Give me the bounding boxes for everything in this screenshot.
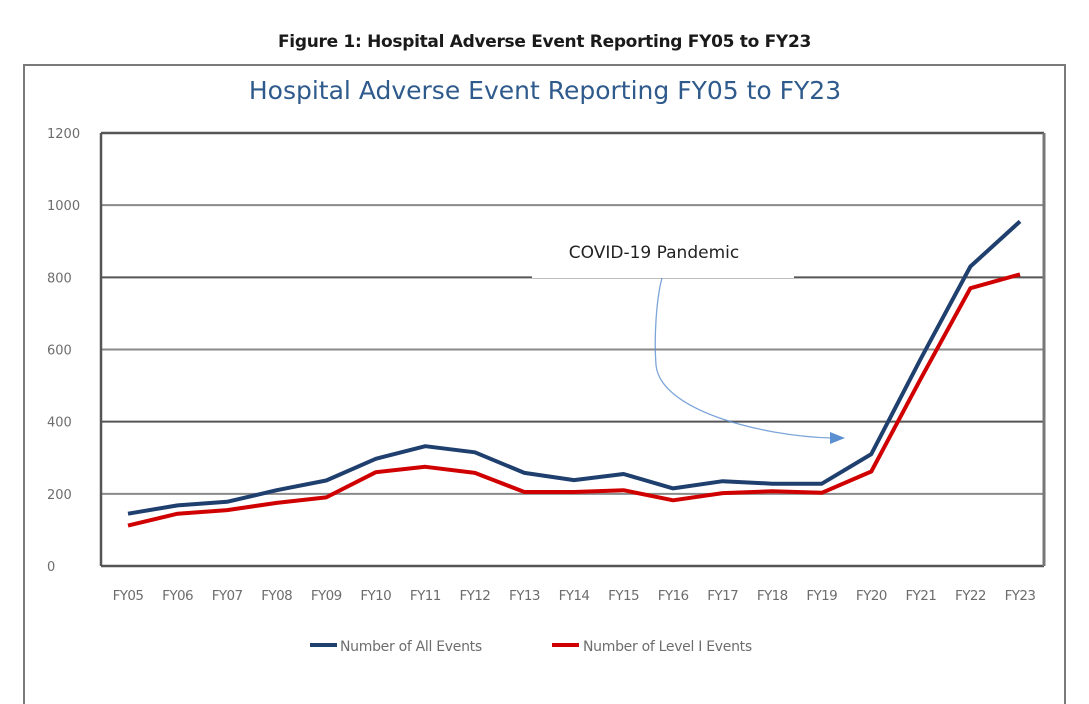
x-tick-label: FY23 [1005, 588, 1036, 604]
x-tick-label: FY06 [162, 588, 193, 604]
y-tick-label: 400 [47, 416, 72, 431]
x-tick-label: FY08 [261, 588, 292, 604]
y-axis-ticks: 0 200 400 600 800 1000 1200 [47, 127, 80, 575]
x-tick-label: FY14 [559, 588, 590, 604]
x-tick-label: FY09 [311, 588, 342, 604]
y-tick-label: 600 [47, 344, 72, 359]
x-tick-label: FY10 [360, 588, 391, 604]
x-tick-label: FY16 [658, 588, 689, 604]
x-tick-label: FY07 [212, 588, 243, 604]
x-axis-ticks: FY05 FY06 FY07 FY08 FY09 FY10 FY11 FY12 FY13 FY14… [113, 588, 1036, 604]
y-tick-label: 800 [47, 271, 72, 286]
x-tick-label: FY21 [905, 588, 936, 604]
y-tick-label: 0 [47, 560, 55, 575]
legend-label: Number of Level I Events [583, 639, 752, 655]
annotation-text: COVID-19 Pandemic [569, 243, 739, 263]
annotation: COVID-19 Pandemic [532, 240, 845, 444]
legend: Number of All Events Number of Level I Ev… [310, 639, 752, 655]
x-tick-label: FY15 [608, 588, 639, 604]
x-tick-label: FY05 [113, 588, 144, 604]
x-tick-label: FY20 [856, 588, 887, 604]
chart-title: Hospital Adverse Event Reporting FY05 to… [249, 76, 841, 105]
y-tick-label: 200 [47, 488, 72, 503]
x-tick-label: FY22 [955, 588, 986, 604]
gridlines [101, 133, 1044, 566]
x-tick-label: FY17 [707, 588, 738, 604]
x-tick-label: FY11 [410, 588, 441, 604]
x-tick-label: FY13 [509, 588, 540, 604]
x-tick-label: FY12 [459, 588, 490, 604]
annotation-arrow [655, 278, 832, 438]
y-tick-label: 1000 [47, 199, 80, 214]
x-tick-label: FY18 [757, 588, 788, 604]
x-tick-label: FY19 [806, 588, 837, 604]
series-line-level-i-events [128, 274, 1020, 525]
legend-label: Number of All Events [340, 639, 482, 655]
y-tick-label: 1200 [47, 127, 80, 142]
annotation-arrowhead [830, 432, 845, 444]
